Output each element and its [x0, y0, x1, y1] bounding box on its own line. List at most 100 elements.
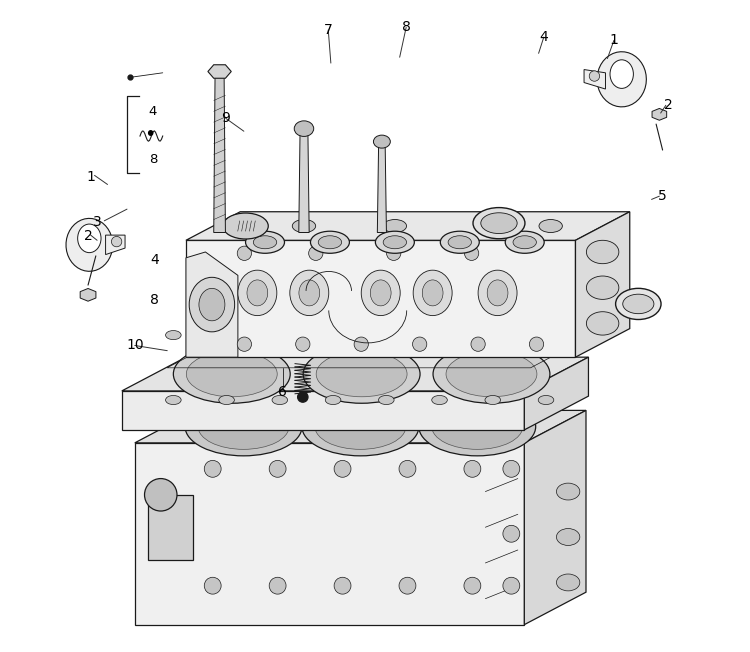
Ellipse shape — [586, 241, 619, 263]
Bar — [148, 495, 194, 559]
Ellipse shape — [302, 398, 418, 456]
Text: 4: 4 — [539, 30, 548, 44]
Ellipse shape — [590, 71, 600, 82]
Ellipse shape — [370, 280, 391, 306]
Polygon shape — [575, 212, 630, 357]
Text: 8: 8 — [150, 293, 159, 307]
Ellipse shape — [610, 60, 634, 89]
Ellipse shape — [186, 351, 278, 397]
Text: 3: 3 — [93, 215, 101, 229]
Ellipse shape — [376, 231, 414, 253]
Ellipse shape — [245, 231, 284, 253]
Ellipse shape — [318, 236, 342, 249]
Ellipse shape — [538, 396, 554, 404]
Polygon shape — [298, 128, 309, 233]
Ellipse shape — [622, 294, 654, 314]
Polygon shape — [80, 288, 96, 301]
Ellipse shape — [432, 396, 447, 404]
Polygon shape — [135, 410, 586, 443]
Ellipse shape — [448, 236, 472, 249]
Ellipse shape — [386, 246, 400, 260]
Text: 1: 1 — [86, 170, 95, 184]
Ellipse shape — [290, 270, 328, 316]
Ellipse shape — [538, 331, 554, 340]
Polygon shape — [208, 65, 231, 78]
Polygon shape — [122, 357, 589, 391]
Ellipse shape — [379, 396, 394, 404]
Ellipse shape — [274, 396, 290, 405]
Polygon shape — [66, 218, 112, 271]
Text: 2: 2 — [84, 230, 92, 243]
Ellipse shape — [352, 396, 368, 405]
Ellipse shape — [238, 270, 277, 316]
Ellipse shape — [272, 396, 287, 404]
Polygon shape — [584, 70, 605, 89]
Polygon shape — [214, 77, 226, 233]
Polygon shape — [106, 235, 125, 254]
Ellipse shape — [556, 574, 580, 591]
Text: 4: 4 — [148, 104, 158, 117]
Ellipse shape — [227, 220, 251, 233]
Ellipse shape — [383, 220, 406, 233]
Ellipse shape — [296, 337, 310, 351]
Ellipse shape — [432, 331, 447, 340]
Ellipse shape — [316, 351, 407, 397]
Ellipse shape — [446, 351, 537, 397]
Ellipse shape — [513, 236, 536, 249]
Text: 4: 4 — [150, 253, 159, 267]
Ellipse shape — [464, 460, 481, 477]
Ellipse shape — [379, 331, 394, 340]
Ellipse shape — [530, 337, 544, 351]
Polygon shape — [135, 443, 524, 625]
Ellipse shape — [362, 270, 401, 316]
Ellipse shape — [616, 288, 661, 319]
Ellipse shape — [556, 529, 580, 546]
Polygon shape — [186, 241, 575, 357]
Ellipse shape — [481, 213, 518, 233]
Ellipse shape — [269, 460, 286, 477]
Ellipse shape — [189, 277, 235, 332]
Polygon shape — [122, 391, 524, 430]
Ellipse shape — [310, 231, 350, 253]
Ellipse shape — [223, 213, 268, 239]
Ellipse shape — [269, 577, 286, 594]
Ellipse shape — [326, 396, 340, 404]
Ellipse shape — [399, 460, 416, 477]
Ellipse shape — [326, 331, 340, 340]
Ellipse shape — [440, 231, 479, 253]
Ellipse shape — [112, 237, 122, 247]
Ellipse shape — [292, 220, 316, 233]
Ellipse shape — [173, 345, 290, 403]
Ellipse shape — [237, 337, 251, 351]
Ellipse shape — [586, 312, 619, 335]
Ellipse shape — [298, 392, 308, 402]
Ellipse shape — [78, 224, 101, 252]
Ellipse shape — [185, 398, 302, 456]
Polygon shape — [186, 212, 630, 241]
Text: •: • — [144, 125, 155, 144]
Ellipse shape — [556, 483, 580, 500]
Text: 1: 1 — [610, 33, 618, 48]
Ellipse shape — [422, 280, 443, 306]
Ellipse shape — [473, 207, 525, 239]
Ellipse shape — [198, 404, 289, 449]
Ellipse shape — [432, 404, 523, 449]
Ellipse shape — [237, 246, 251, 260]
Ellipse shape — [485, 396, 500, 404]
Ellipse shape — [272, 331, 287, 340]
Ellipse shape — [586, 276, 619, 299]
Text: 8: 8 — [402, 20, 410, 35]
Ellipse shape — [506, 231, 544, 253]
Ellipse shape — [334, 460, 351, 477]
Polygon shape — [377, 141, 386, 233]
Ellipse shape — [471, 337, 485, 351]
Ellipse shape — [247, 280, 268, 306]
Text: 10: 10 — [126, 338, 143, 353]
Ellipse shape — [413, 337, 427, 351]
Ellipse shape — [303, 345, 420, 403]
Ellipse shape — [503, 460, 520, 477]
Text: 2: 2 — [664, 98, 673, 112]
Polygon shape — [597, 52, 646, 107]
Ellipse shape — [509, 396, 524, 405]
Ellipse shape — [464, 577, 481, 594]
